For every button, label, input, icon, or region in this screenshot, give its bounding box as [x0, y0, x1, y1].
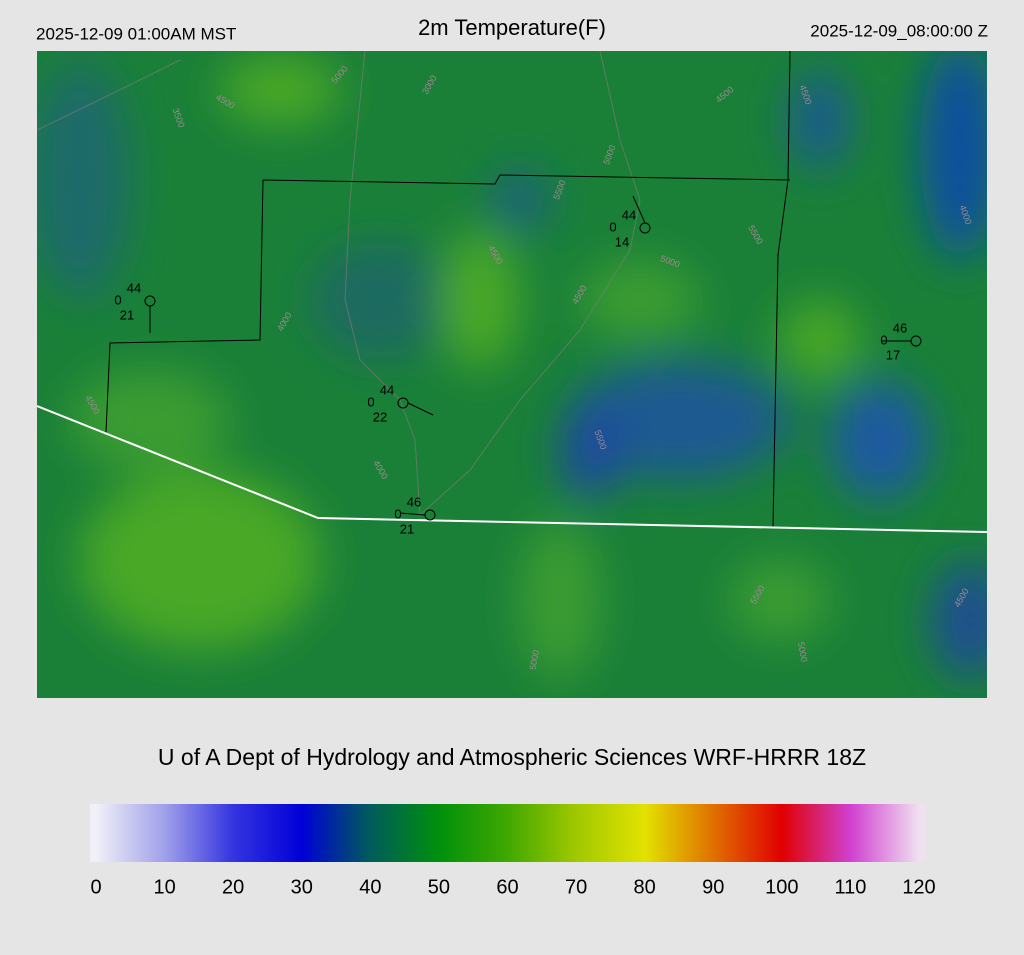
station-temperature: 46	[407, 494, 421, 509]
station-code: 0	[609, 219, 616, 234]
header-right: 2025-12-09_08:00:00 Z	[810, 21, 988, 40]
station-code: 0	[114, 292, 121, 307]
station-temperature: 46	[893, 320, 907, 335]
colorbar	[90, 804, 925, 862]
station-dewpoint: 21	[120, 307, 134, 322]
station-temperature: 44	[622, 207, 636, 222]
station-temperature: 44	[380, 382, 394, 397]
colorbar-tick-label: 50	[428, 876, 450, 898]
station-code: 0	[880, 332, 887, 347]
colorbar-tick-label: 40	[359, 876, 381, 898]
colorbar-tick-label: 0	[90, 876, 101, 898]
station-code: 0	[367, 394, 374, 409]
header-left: 2025-12-09 01:00AM MST	[36, 24, 236, 43]
colorbar-tick-label: 70	[565, 876, 587, 898]
wind-barb	[632, 195, 646, 224]
station-dewpoint: 21	[400, 521, 414, 536]
map: 3500300045005000550045005000400045005500…	[37, 51, 987, 698]
wind-barb	[399, 512, 426, 516]
colorbar-tick-label: 90	[702, 876, 724, 898]
station-dewpoint: 17	[886, 347, 900, 362]
station-code: 0	[394, 506, 401, 521]
wind-barb	[407, 402, 434, 416]
state-border	[37, 405, 987, 533]
colorbar-tick-label: 100	[765, 876, 798, 898]
station-temperature: 44	[127, 280, 141, 295]
colorbar-tick-label: 60	[496, 876, 518, 898]
station-dewpoint: 14	[615, 234, 629, 249]
colorbar-tick-label: 10	[153, 876, 175, 898]
colorbar-tick-label: 80	[634, 876, 656, 898]
colorbar-tick-label: 30	[291, 876, 313, 898]
contour-label: 5000	[528, 649, 541, 670]
temperature-field	[37, 51, 987, 680]
station-dewpoint: 22	[373, 409, 387, 424]
colorbar-tick-label: 120	[902, 876, 935, 898]
county-lines	[105, 51, 791, 528]
colorbar-tick-label: 110	[834, 876, 866, 898]
credit: U of A Dept of Hydrology and Atmospheric…	[158, 744, 866, 770]
title: 2m Temperature(F)	[418, 15, 606, 40]
contour-label: 5000	[796, 641, 809, 662]
colorbar-ticks: 0 10 20 30 40 50 60 70 80 90 100 110 120	[90, 876, 935, 898]
colorbar-tick-label: 20	[222, 876, 244, 898]
